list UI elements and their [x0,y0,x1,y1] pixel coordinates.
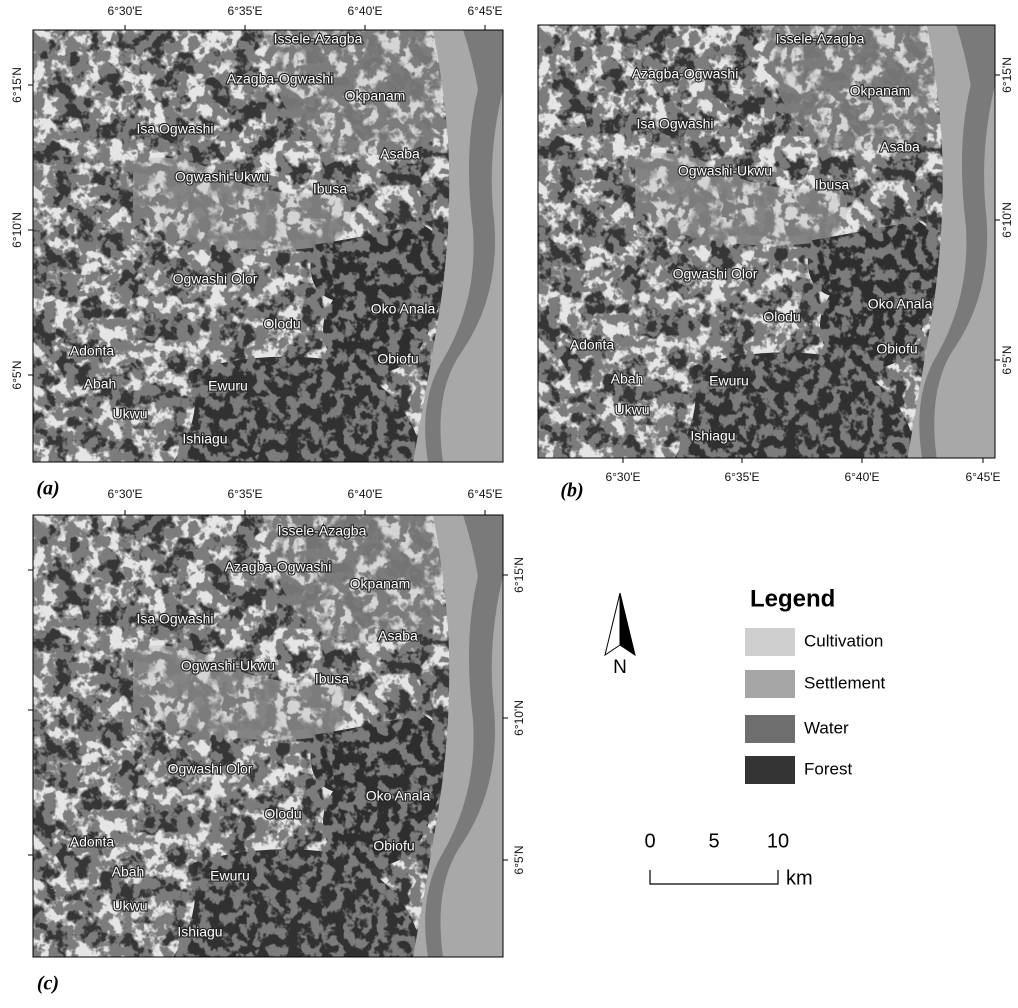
map-image [538,25,995,458]
place-label: Olodu [763,309,800,325]
place-label: Ewuru [210,868,250,884]
latitude-label: 6°10'N [512,700,526,736]
north-arrow: N [605,593,635,678]
panel-label: (c) [37,973,59,995]
place-label: Ogwashi-Ukwu [181,658,275,674]
longitude-label: 6°35'E [724,470,759,484]
longitude-label: 6°40'E [347,487,382,501]
longitude-label: 6°45'E [965,470,1000,484]
place-label: Abah [112,864,145,880]
place-label: Obiofu [377,351,418,367]
longitude-label: 6°30'E [107,487,142,501]
legend-label: Water [804,718,849,737]
scale-label: 10 [767,830,789,852]
latitude-label: 6°5'N [512,845,526,874]
legend-label: Cultivation [804,631,883,650]
place-label: Issele-Azagba [274,31,363,47]
place-label: Isa Ogwashi [636,116,713,132]
place-label: Ibusa [313,181,347,197]
legend-swatch [745,670,795,698]
longitude-label: 6°30'E [605,470,640,484]
place-label: Ishiagu [690,428,735,444]
place-label: Okpanam [345,88,406,104]
latitude-label: 6°10'N [1000,202,1014,238]
place-label: Ogwashi-Ukwu [175,169,269,185]
longitude-label: 6°45'E [467,487,502,501]
place-label: Ukwu [112,898,147,914]
place-label: Isa Ogwashi [136,121,213,137]
longitude-label: 6°35'E [227,487,262,501]
place-label: Asaba [378,628,418,644]
place-label: Olodu [264,806,301,822]
maps: 6°30'E 6°35'E 6°40'E 6°45'E 6°15'N 6°10'N 6°5'… [10,4,1014,994]
place-label: Obiofu [876,341,917,357]
map-image [33,515,503,957]
place-label: Ogwashi-Ukwu [678,163,772,179]
place-label: Oko Anala [371,301,436,317]
longitude-label: 6°40'E [347,4,382,18]
legend-swatch [745,715,795,743]
place-label: Issele-Azagba [776,31,865,47]
latitude-label: 6°10'N [10,212,24,248]
longitude-label: 6°40'E [844,470,879,484]
place-label: Ishiagu [182,431,227,447]
longitude-label: 6°35'E [227,4,262,18]
place-label: Ogwashi Olor [173,271,258,287]
scale-label: 0 [644,830,655,852]
place-label: Azagba-Ogwashi [227,71,334,87]
map-panel: 6°30'E 6°35'E 6°40'E 6°45'E 6°15'N 6°10'N 6°5'… [538,25,1014,502]
place-label: Ewuru [709,373,749,389]
legend-swatch [745,628,795,656]
map-panel: 6°30'E 6°35'E 6°40'E 6°45'E 6°15'N 6°10'N 6°5'… [28,487,526,994]
place-label: Obiofu [373,838,414,854]
place-label: Azagba-Ogwashi [632,66,739,82]
longitude-label: 6°30'E [107,4,142,18]
panel-label: (b) [560,480,583,502]
figure: 6°30'E 6°35'E 6°40'E 6°45'E 6°15'N 6°10'N 6°5'… [0,0,1018,1003]
legend-title: Legend [750,585,835,612]
place-label: Isa Ogwashi [136,611,213,627]
place-label: Abah [84,376,117,392]
place-label: Asaba [880,139,920,155]
scale-unit: km [786,867,813,889]
legend-label: Forest [804,759,852,778]
north-label: N [613,657,627,678]
place-label: Ewuru [208,378,248,394]
scale-label: 5 [708,830,719,852]
place-label: Okpanam [850,83,911,99]
place-label: Ibusa [815,177,849,193]
map-panel: 6°30'E 6°35'E 6°40'E 6°45'E 6°15'N 6°10'N 6°5'… [10,4,503,499]
latitude-label: 6°5'N [1000,345,1014,374]
legend-swatch [745,756,795,784]
scale-bar: 0 5 10 km [644,830,812,889]
place-label: Oko Anala [366,788,431,804]
place-label: Ishiagu [177,924,222,940]
map-image [33,30,503,462]
latitude-label: 6°15'N [10,67,24,103]
panel-label: (a) [36,478,59,500]
legend-label: Settlement [804,673,886,692]
place-label: Issele-Azagba [278,523,367,539]
latitude-label: 6°5'N [10,360,24,389]
place-label: Abah [611,371,644,387]
place-label: Adonta [570,337,615,353]
place-label: Ibusa [315,671,349,687]
place-label: Ogwashi Olor [673,266,758,282]
latitude-label: 6°15'N [512,557,526,593]
place-label: Asaba [380,146,420,162]
place-label: Okpanam [350,576,411,592]
place-label: Ukwu [112,406,147,422]
place-label: Adonta [70,343,115,359]
place-label: Olodu [263,316,300,332]
place-label: Oko Anala [868,296,933,312]
place-label: Ukwu [614,402,649,418]
place-label: Adonta [70,834,115,850]
latitude-label: 6°15'N [1000,57,1014,93]
legend: Cultivation Settlement Water Forest [745,628,886,784]
place-label: Ogwashi Olor [168,761,253,777]
place-label: Azagba-Ogwashi [225,559,332,575]
longitude-label: 6°45'E [467,4,502,18]
